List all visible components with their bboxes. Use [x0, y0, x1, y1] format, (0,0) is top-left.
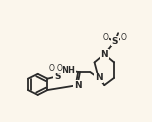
- Text: N: N: [100, 50, 108, 59]
- Text: O: O: [48, 64, 54, 73]
- Text: O: O: [103, 33, 109, 42]
- Text: O: O: [121, 33, 127, 42]
- Text: N: N: [95, 73, 102, 82]
- Text: O: O: [57, 64, 63, 73]
- Text: N: N: [74, 81, 81, 90]
- Text: S: S: [112, 37, 118, 46]
- Text: S: S: [54, 72, 60, 81]
- Text: NH: NH: [62, 66, 76, 75]
